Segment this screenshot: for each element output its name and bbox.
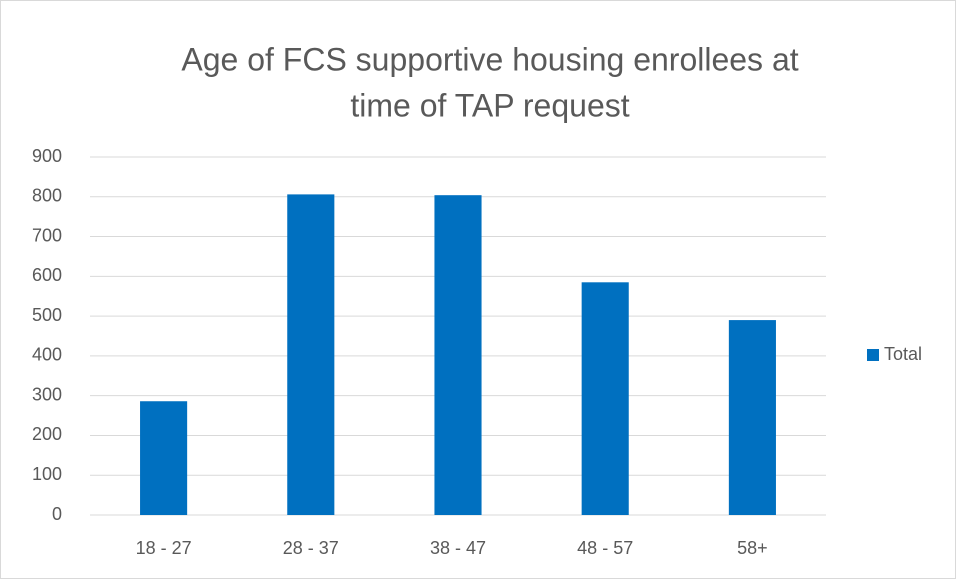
y-tick-label: 0 [52,504,62,524]
x-tick-label: 28 - 37 [283,538,339,558]
y-tick-label: 300 [32,384,62,404]
y-tick-label: 600 [32,265,62,285]
x-tick-label: 58+ [737,538,768,558]
y-tick-label: 400 [32,345,62,365]
x-tick-label: 48 - 57 [577,538,633,558]
x-tick-label: 38 - 47 [430,538,486,558]
y-tick-label: 100 [32,464,62,484]
y-tick-label: 500 [32,305,62,325]
legend-label: Total [884,344,922,364]
bar [581,282,629,515]
bar [728,320,776,515]
bar [140,401,188,515]
y-tick-label: 900 [32,146,62,166]
y-tick-label: 800 [32,186,62,206]
y-tick-label: 700 [32,225,62,245]
y-tick-label: 200 [32,424,62,444]
bar [287,194,335,515]
x-tick-label: 18 - 27 [136,538,192,558]
bar [434,195,482,516]
chart-title: Age of FCS supportive housing enrollees … [181,41,798,77]
chart-title: time of TAP request [350,87,629,123]
legend-swatch [867,349,879,361]
